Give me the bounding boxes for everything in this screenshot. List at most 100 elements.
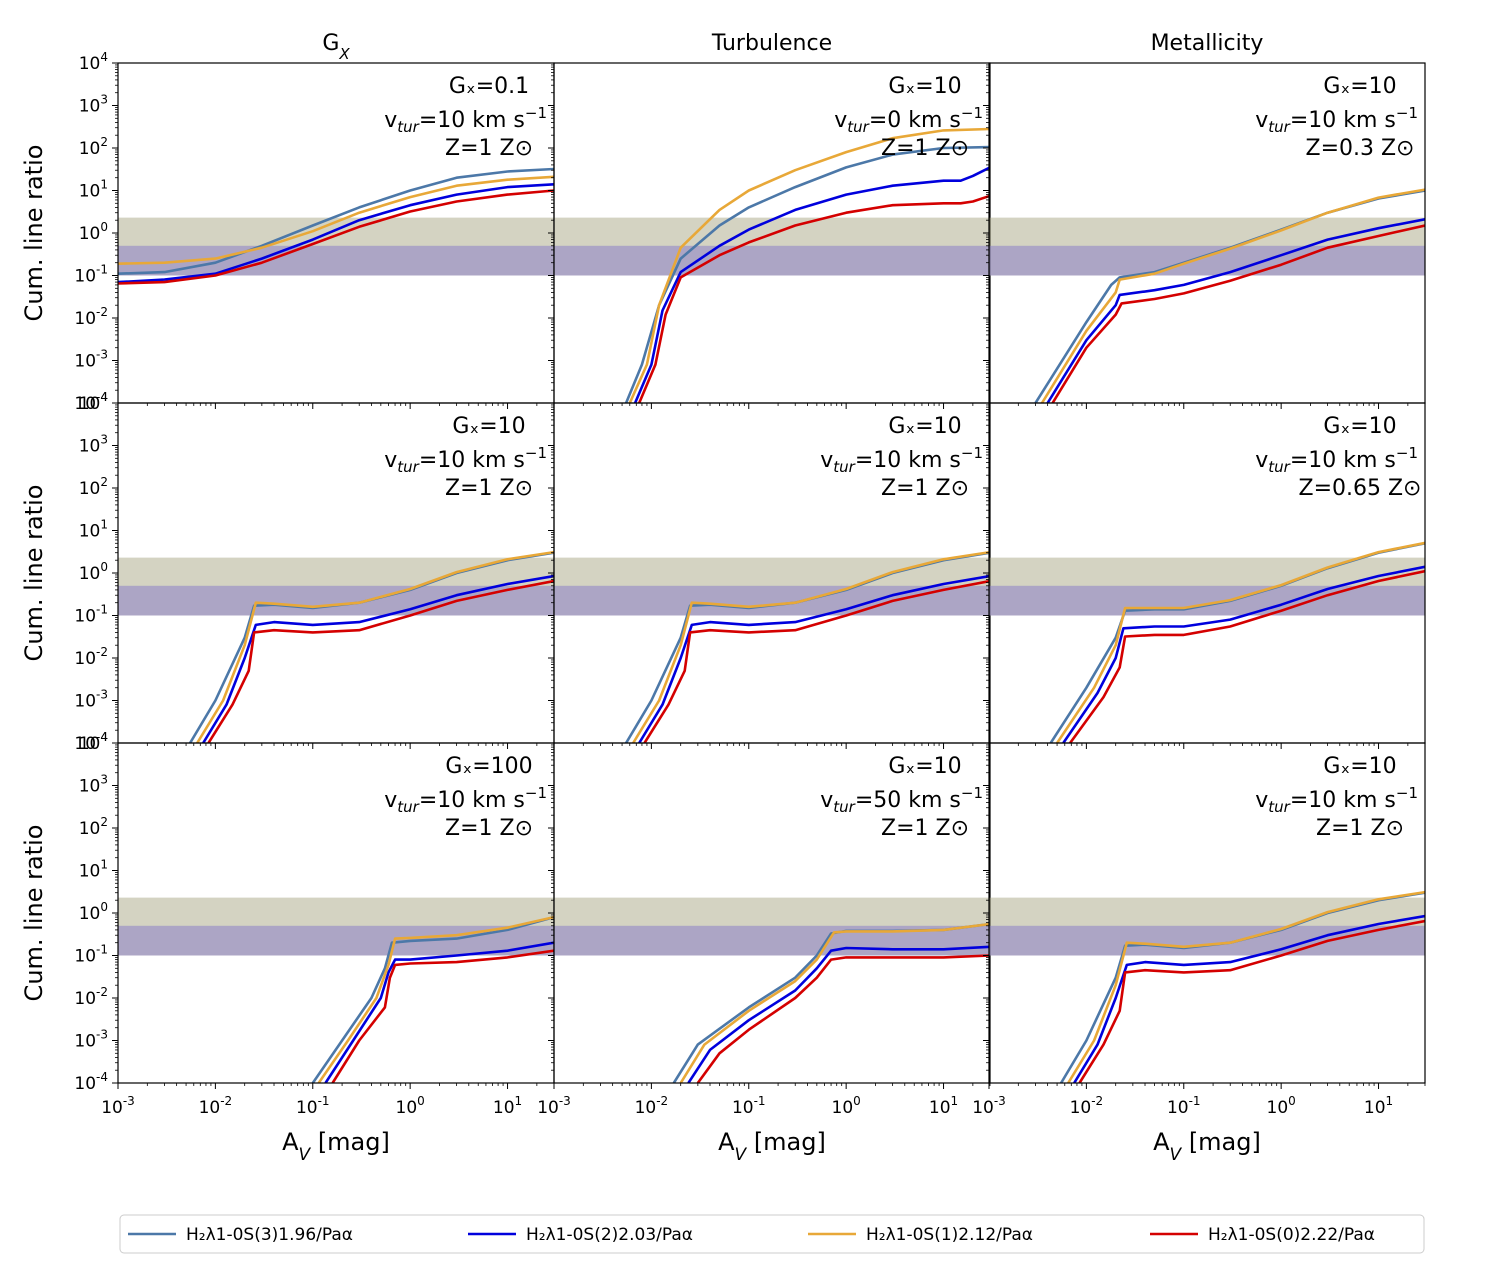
y-tick-label: 10-2 — [74, 985, 108, 1009]
y-tick-label: 10-1 — [74, 943, 108, 967]
series-line-s3 — [311, 915, 554, 1083]
x-tick-label: 100 — [1267, 1094, 1296, 1118]
x-tick-label: 101 — [1364, 1094, 1393, 1118]
y-tick-label: 101 — [79, 178, 108, 202]
y-tick-label: 100 — [79, 560, 108, 584]
series-line-s2 — [118, 183, 554, 284]
series-line-s3 — [624, 145, 990, 403]
x-tick-label: 101 — [929, 1094, 958, 1118]
series-line-s0 — [331, 949, 554, 1083]
series-line-s1 — [628, 127, 990, 403]
x-tick-label: 100 — [396, 1094, 425, 1118]
panel-p21: 10-3 10-2 10-1 100 101 Gₓ=10 vtur=50 km s−1Z=1… — [537, 742, 991, 1118]
y-tick-label: 101 — [79, 858, 108, 882]
series-line-s2 — [1062, 565, 1425, 743]
series-line-s2 — [1046, 218, 1425, 403]
column-title-metallicity: Metallicity — [1151, 31, 1264, 56]
x-tick-label: 10-3 — [972, 1094, 1006, 1118]
annotation-gx: Gₓ=10 — [1323, 414, 1396, 439]
series-line-s1 — [196, 550, 554, 743]
series-line-s2 — [638, 574, 990, 743]
annotation-z: Z=1 Z⊙ — [1316, 816, 1404, 841]
legend-entry-s0: H₂λ1-0S(0)2.22/Paα — [1150, 1225, 1375, 1245]
series-line-s3 — [118, 167, 554, 275]
y-tick-label: 104 — [79, 390, 108, 414]
y-tick-label: 103 — [79, 93, 108, 117]
annotation-z: Z=1 Z⊙ — [881, 476, 969, 501]
x-tick-label: 10-1 — [1167, 1094, 1201, 1118]
annotation-vtur: vtur=10 km s−1 — [820, 444, 983, 476]
annotation-vtur: vtur=10 km s−1 — [384, 104, 547, 136]
annotation-vtur: vtur=0 km s−1 — [834, 104, 983, 136]
x-tick-label: 10-2 — [199, 1094, 233, 1118]
series-line-s0 — [1069, 569, 1425, 743]
legend-entry-s1: H₂λ1-0S(1)2.12/Paα — [808, 1225, 1033, 1245]
legend-items: H₂λ1-0S(3)1.96/Paα H₂λ1-0S(2)2.03/Paα H₂λ1… — [128, 1225, 1375, 1245]
legend-entry-s2: H₂λ1-0S(2)2.03/Paα — [468, 1225, 693, 1245]
observed-band-2 — [989, 585, 1425, 616]
legend-frame — [119, 1214, 1425, 1254]
y-axis-label-row-2: Cum. line ratio — [20, 485, 48, 662]
panels-grid: 10-410-310-210-1100101102103104Gₓ=0.1vtu… — [74, 50, 1426, 1118]
panel-p02: Gₓ=10 vtur=10 km s−1Z=0.3 Z⊙ — [983, 62, 1426, 409]
observed-band-2 — [989, 245, 1425, 276]
x-tick-label: 10-1 — [296, 1094, 330, 1118]
legend: H₂λ1-0S(3)1.96/Paα H₂λ1-0S(2)2.03/Paα H₂λ1… — [119, 1214, 1425, 1254]
x-tick-label: 100 — [832, 1094, 861, 1118]
series-line-s1 — [632, 550, 990, 743]
series-line-s1 — [1040, 188, 1425, 403]
series-line-s2 — [687, 945, 990, 1083]
series-line-s1 — [1067, 890, 1425, 1083]
annotation-z: Z=0.65 Z⊙ — [1299, 476, 1422, 501]
panel-p11: Gₓ=10 vtur=10 km s−1Z=1 Z⊙ — [548, 402, 991, 749]
y-axis-label-row-3: Cum. line ratio — [20, 825, 48, 1002]
y-tick-label: 101 — [79, 518, 108, 542]
y-tick-label: 100 — [79, 220, 108, 244]
observed-band-2 — [554, 585, 990, 616]
panel-p12: Gₓ=10 vtur=10 km s−1Z=0.65 Z⊙ — [983, 402, 1426, 749]
y-tick-label: 102 — [79, 815, 108, 839]
annotation-gx: Gₓ=10 — [888, 74, 961, 99]
x-tick-label: 10-1 — [732, 1094, 766, 1118]
observed-band-2 — [554, 245, 990, 276]
annotation-vtur: vtur=10 km s−1 — [1255, 104, 1418, 136]
annotation-vtur: vtur=10 km s−1 — [1255, 784, 1418, 816]
x-axis-label-col-3: AV [mag] — [1153, 1128, 1261, 1165]
legend-label: H₂λ1-0S(0)2.22/Paα — [1208, 1225, 1375, 1245]
y-axis-label-row-1: Cum. line ratio — [20, 145, 48, 322]
series-line-s1 — [679, 922, 990, 1083]
column-title-gx: GX — [322, 31, 350, 63]
series-line-s1 — [118, 175, 554, 265]
annotation-z: Z=1 Z⊙ — [881, 136, 969, 161]
y-tick-label: 10-2 — [74, 305, 108, 329]
observed-band-2 — [989, 925, 1425, 956]
annotation-gx: Gₓ=10 — [1323, 74, 1396, 99]
y-tick-label: 102 — [79, 135, 108, 159]
y-tick-label: 10-3 — [74, 1028, 108, 1052]
y-tick-label: 102 — [79, 475, 108, 499]
series-line-s2 — [1073, 914, 1425, 1083]
x-tick-label: 10-2 — [1070, 1094, 1104, 1118]
series-line-s1 — [317, 915, 554, 1083]
series-line-s0 — [118, 189, 554, 285]
legend-label: H₂λ1-0S(2)2.03/Paα — [526, 1225, 693, 1245]
annotation-gx: Gₓ=10 — [888, 414, 961, 439]
y-tick-label: 103 — [79, 433, 108, 457]
series-line-s1 — [1056, 541, 1425, 743]
series-line-s2 — [202, 574, 554, 743]
y-tick-label: 10-4 — [74, 1070, 108, 1094]
y-tick-label: 10-3 — [74, 348, 108, 372]
panel-p00: 10-410-310-210-1100101102103104Gₓ=0.1vtu… — [74, 50, 555, 414]
y-tick-label: 104 — [79, 50, 108, 74]
annotation-z: Z=1 Z⊙ — [445, 136, 533, 161]
annotation-gx: Gₓ=10 — [1323, 754, 1396, 779]
x-axis-label-col-1: AV [mag] — [282, 1128, 390, 1165]
annotation-z: Z=0.3 Z⊙ — [1306, 136, 1415, 161]
annotation-gx: Gₓ=100 — [445, 754, 532, 779]
legend-label: H₂λ1-0S(3)1.96/Paα — [186, 1225, 353, 1245]
y-tick-label: 10-2 — [74, 645, 108, 669]
x-tick-label: 10-3 — [101, 1094, 135, 1118]
series-line-s0 — [643, 579, 990, 743]
